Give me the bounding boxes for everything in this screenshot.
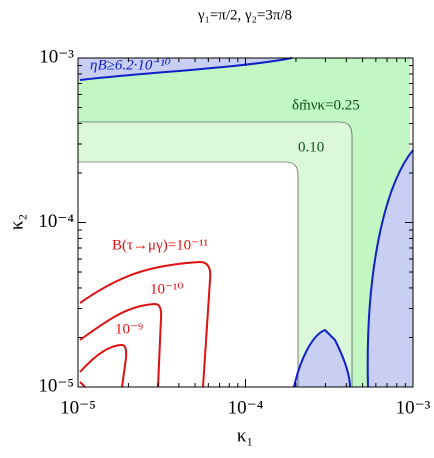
region-0-25 [78,58,410,387]
y-tick-label: 10⁻³ [39,46,74,67]
y-axis-label: κ₂ [6,214,27,230]
annotation: 0.10 [298,139,324,155]
x-tick-label: 10⁻⁵ [60,397,96,418]
y-tick-label: 10⁻⁴ [38,211,74,232]
annotation: ηB≥6.2·10⁻¹⁰ [90,57,171,73]
x-tick-label: 10⁻⁴ [228,397,264,418]
x-tick-label: 10⁻³ [396,397,431,418]
region-etab-right [367,150,413,387]
contour-b-9 [79,343,128,388]
annotation: δm̃νκ=0.25 [292,97,360,113]
contour-etab-bottom [293,328,351,388]
contour-etab [79,57,293,81]
contours [78,57,414,388]
contour-0-25 [78,121,353,387]
contour-b-11 [79,260,212,388]
contour-etab-right [366,149,414,388]
annotation: 10⁻⁹ [115,321,143,337]
y-tick-label: 10⁻⁵ [38,375,74,396]
contour-b-10 [79,302,163,388]
regions [78,58,413,387]
contour-b-8 [79,381,86,388]
chart-title: γ₁=π/2, γ₂=3π/8 [197,7,292,23]
annotation: 10⁻¹⁰ [150,281,183,297]
annotation: B(τ→μγ)=10⁻¹¹ [112,237,208,253]
x-axis-label: κ₁ [237,425,253,446]
contour-0-10 [78,161,299,387]
